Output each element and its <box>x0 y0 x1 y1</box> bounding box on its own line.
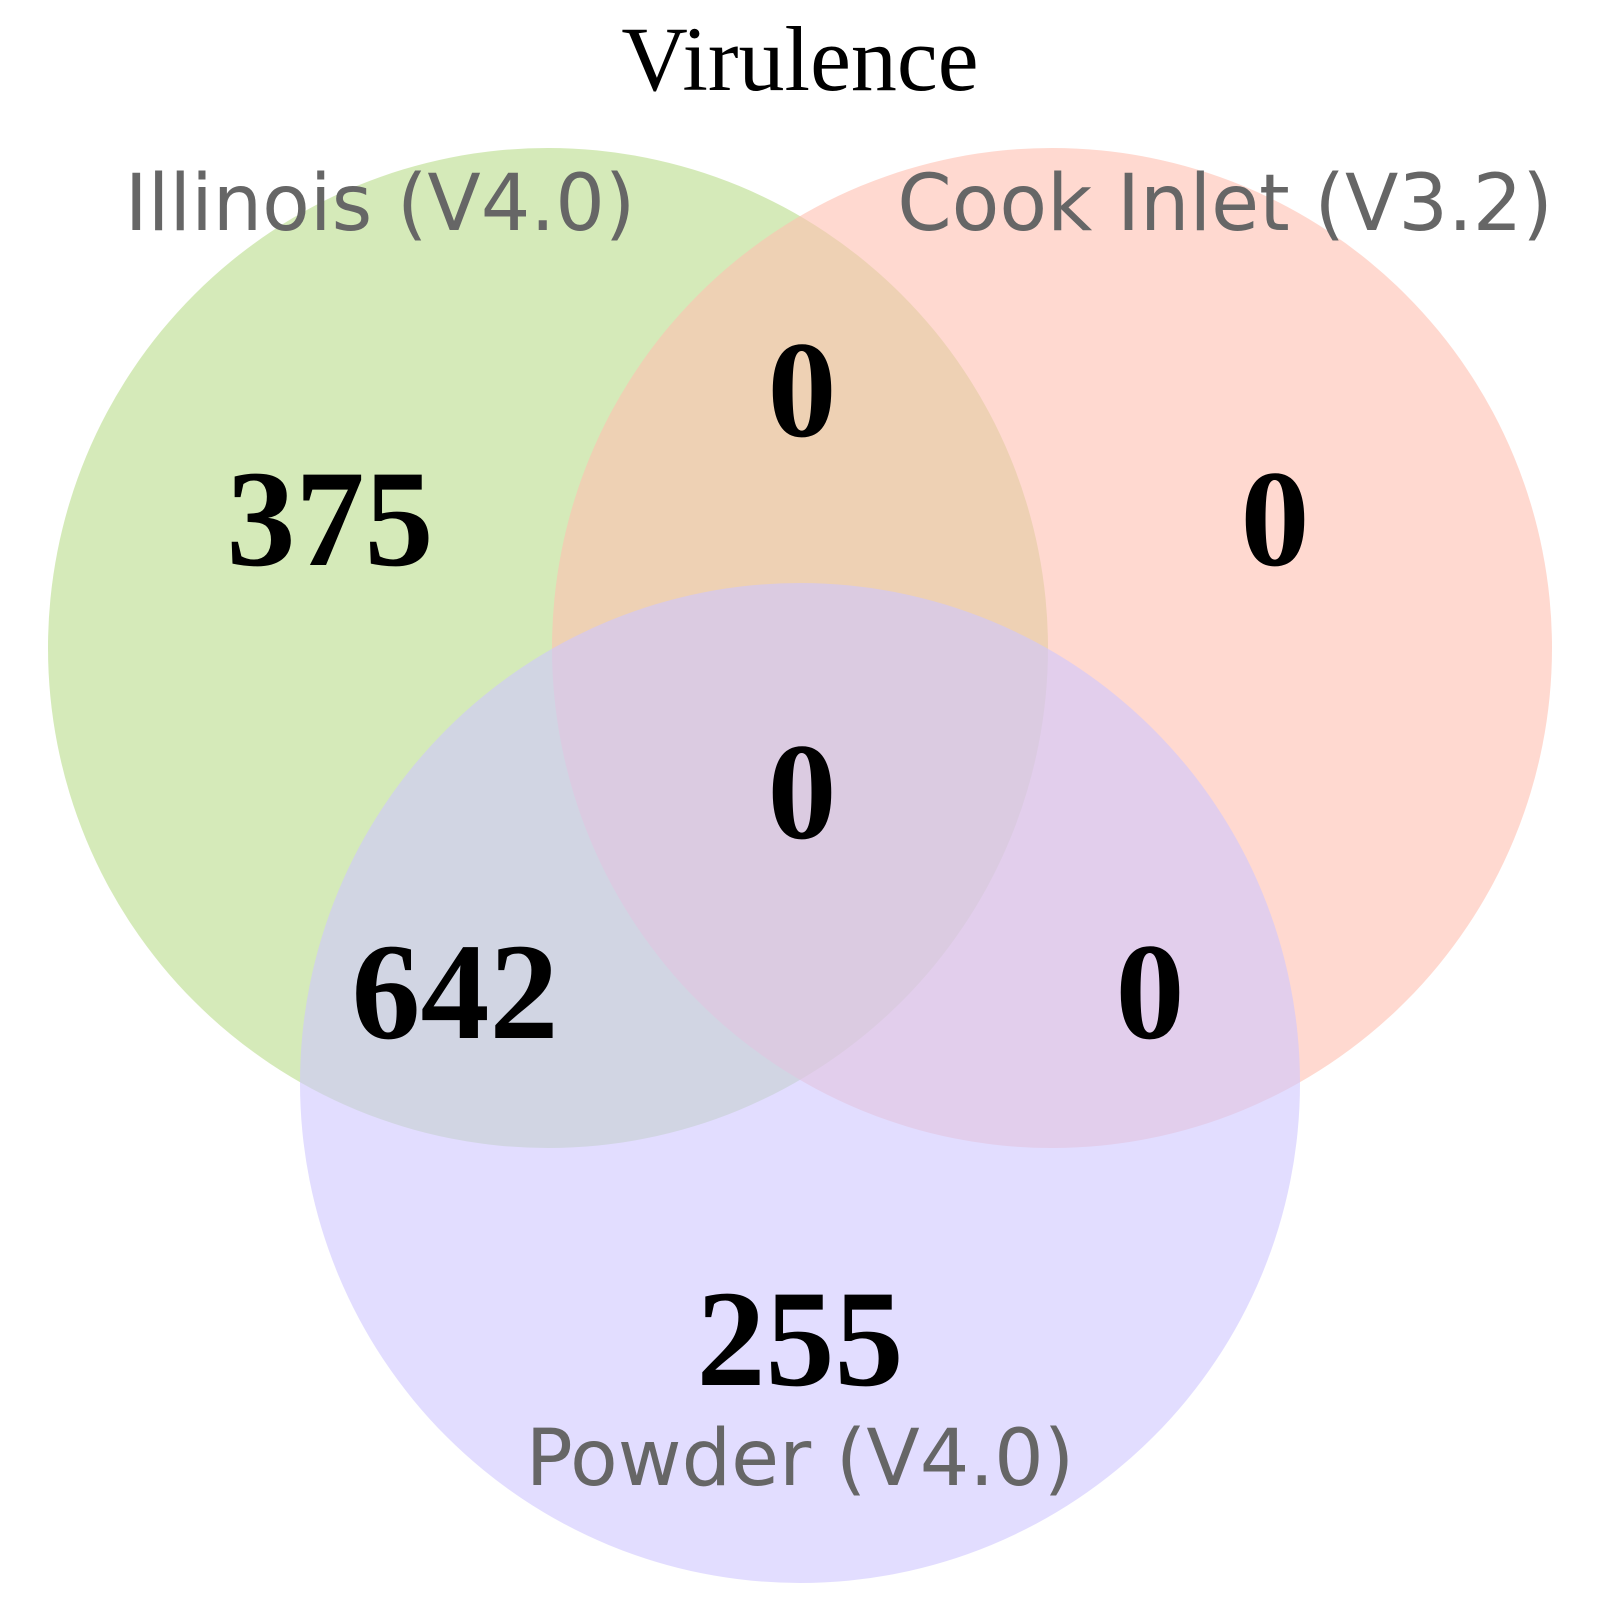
region-count-cook-inlet-only: 0 <box>1241 442 1310 595</box>
diagram-title: Virulence <box>621 8 978 110</box>
set-label-illinois: Illinois (V4.0) <box>125 159 636 249</box>
set-label-cook-inlet: Cook Inlet (V3.2) <box>897 159 1553 249</box>
region-count-cook-inlet-powder: 0 <box>1116 915 1185 1068</box>
region-count-all-three: 0 <box>768 715 837 868</box>
region-count-illinois-cook-inlet: 0 <box>768 313 837 466</box>
set-circle-powder <box>300 583 1300 1583</box>
region-count-illinois-powder: 642 <box>352 915 559 1068</box>
region-count-illinois-only: 375 <box>227 442 434 595</box>
region-count-powder-only: 255 <box>697 1262 904 1415</box>
set-label-powder: Powder (V4.0) <box>526 1414 1074 1504</box>
